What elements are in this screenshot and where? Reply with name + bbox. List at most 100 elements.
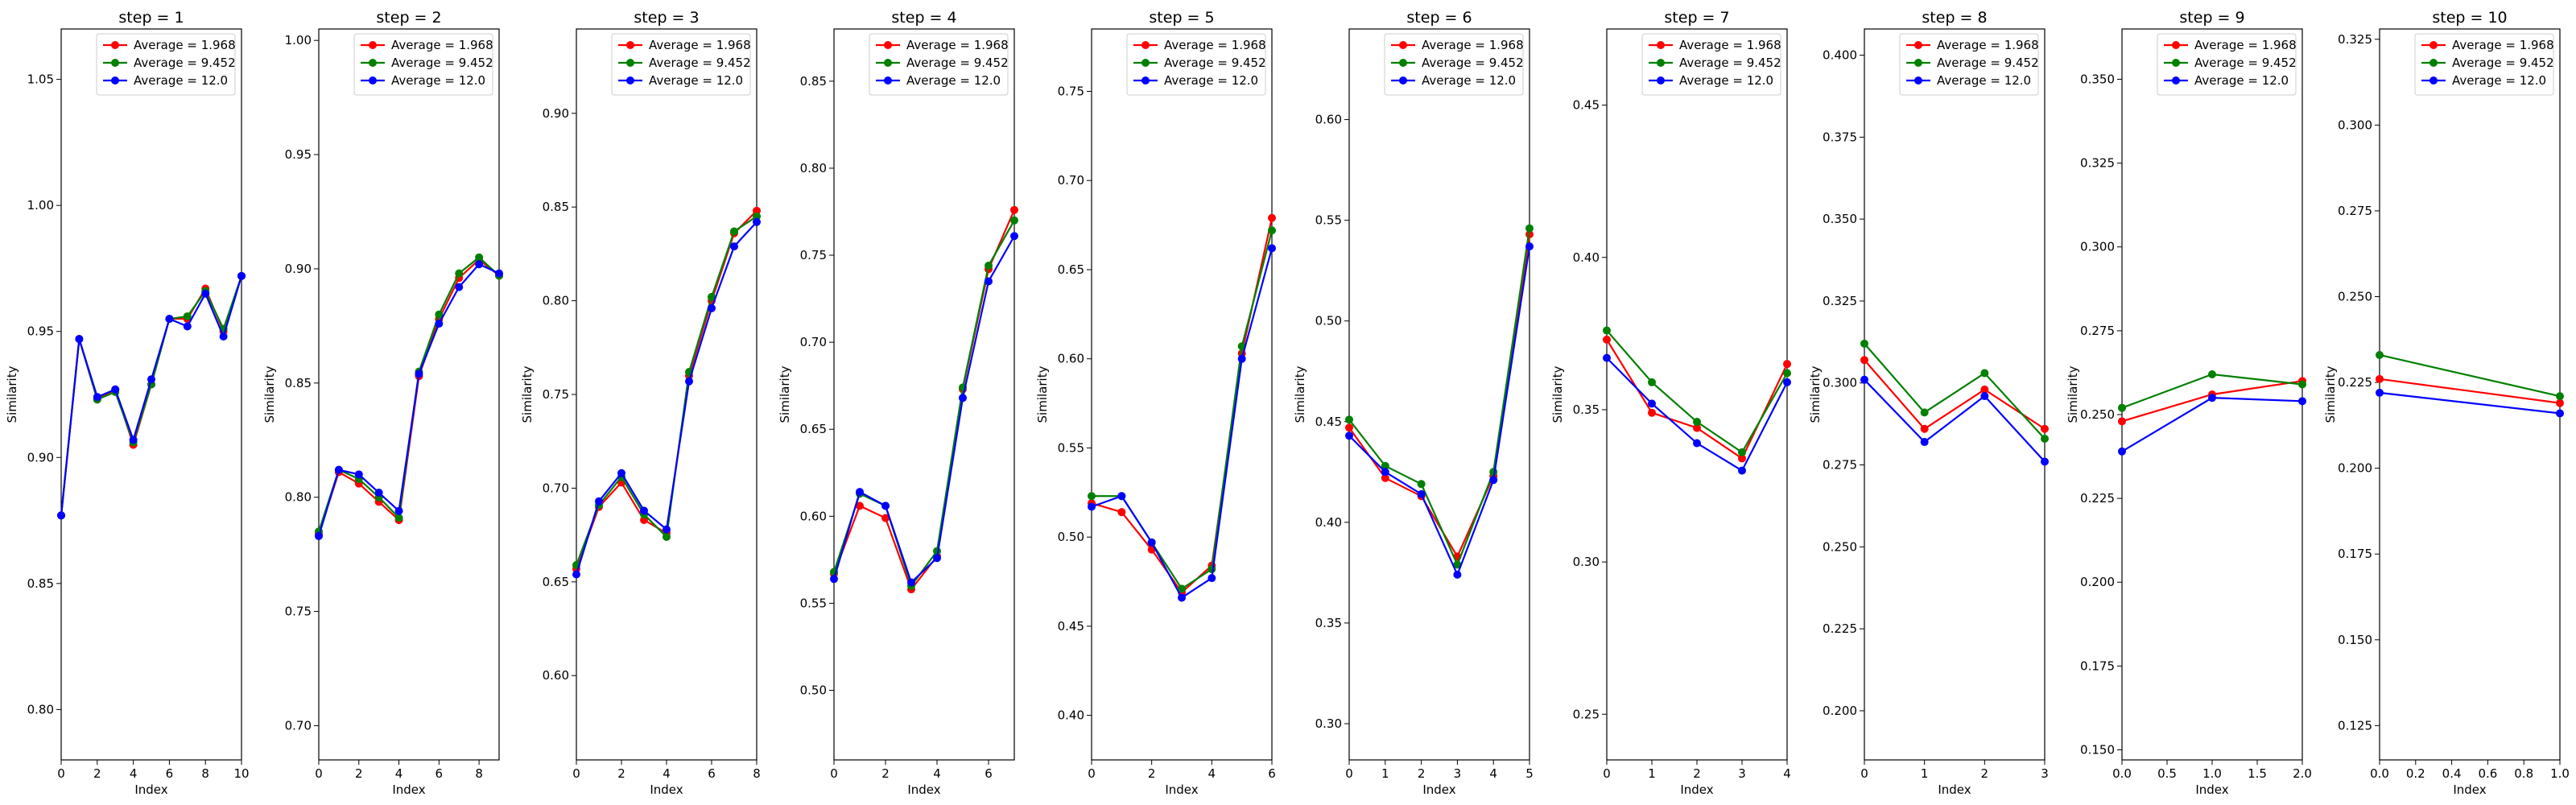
data-point-4-2-6 (1268, 244, 1276, 253)
x-tick-label-3-1: 2 (881, 766, 890, 781)
data-point-3-2-7 (1010, 232, 1018, 241)
x-tick-label-4-0: 0 (1088, 766, 1096, 781)
legend-label-5-1: Average = 9.452 (1422, 56, 1524, 70)
y-tick-label-5-5: 0.55 (1315, 213, 1342, 228)
chart-title-0: step = 1 (118, 9, 184, 27)
legend-label-0-2: Average = 12.0 (134, 73, 228, 88)
data-point-3-1-7 (1010, 216, 1018, 225)
data-point-1-2-9 (495, 269, 503, 278)
y-tick-label-2-0: 0.60 (543, 668, 569, 683)
y-tick-label-6-0: 0.25 (1573, 707, 1600, 721)
legend-label-9-0: Average = 1.968 (2452, 38, 2554, 52)
chart-title-9: step = 10 (2432, 9, 2507, 27)
series-line-3-2 (832, 235, 1015, 584)
x-tick-label-6-0: 0 (1603, 766, 1611, 781)
data-point-3-0-1 (856, 502, 864, 510)
x-tick-label-1-1: 2 (355, 766, 363, 781)
data-point-0-2-0 (57, 511, 65, 520)
legend-marker-5-2 (1399, 76, 1407, 85)
data-point-2-2-3 (640, 506, 648, 515)
data-point-1-2-1 (334, 465, 343, 474)
y-tick-label-3-2: 0.60 (800, 509, 827, 523)
legend-marker-3-2 (884, 76, 892, 85)
legend-label-8-1: Average = 9.452 (2194, 56, 2297, 70)
data-point-7-0-1 (1920, 424, 1929, 433)
data-point-2-2-0 (572, 570, 580, 579)
data-point-5-0-1 (1381, 473, 1389, 482)
legend-box-6 (1641, 33, 1781, 96)
data-point-2-1-4 (663, 532, 671, 541)
legend-label-6-0: Average = 1.968 (1679, 38, 1781, 52)
y-tick-label-2-6: 0.90 (543, 106, 569, 121)
data-point-7-1-1 (1920, 408, 1929, 417)
legend-marker-6-0 (1657, 41, 1665, 49)
data-point-6-2-1 (1648, 399, 1656, 408)
y-tick-label-9-3: 0.200 (2338, 461, 2372, 476)
data-point-0-2-10 (237, 271, 246, 280)
axes-frame-7 (1864, 28, 2046, 761)
data-point-6-0-4 (1783, 360, 1791, 369)
y-tick-label-0-5: 1.05 (27, 72, 54, 87)
data-point-9-0-0 (2376, 374, 2384, 383)
y-tick-label-3-4: 0.70 (800, 335, 827, 349)
data-point-1-1-6 (435, 310, 444, 319)
y-tick-label-3-0: 0.50 (800, 683, 827, 698)
data-point-7-1-0 (1860, 339, 1868, 348)
x-axis-label-9: Index (2453, 782, 2486, 797)
data-point-5-0-0 (1345, 423, 1353, 432)
data-point-1-2-6 (435, 320, 444, 328)
data-point-2-2-4 (663, 525, 671, 534)
x-tick-label-9-4: 0.8 (2514, 766, 2533, 781)
chart-title-3: step = 4 (891, 9, 956, 27)
data-point-7-2-1 (1920, 438, 1929, 447)
series-line-7-2 (1864, 378, 2046, 463)
data-point-8-0-0 (2118, 417, 2126, 426)
data-point-4-0-1 (1117, 508, 1126, 517)
legend-box-9 (2414, 33, 2554, 96)
data-point-2-0-8 (753, 206, 761, 215)
legend-label-7-0: Average = 1.968 (1937, 38, 2039, 52)
x-tick-label-1-4: 8 (475, 766, 483, 781)
axes-frame-9 (2379, 28, 2561, 761)
y-tick-label-7-1: 0.225 (1823, 621, 1857, 636)
y-tick-label-6-3: 0.40 (1573, 250, 1600, 265)
x-tick-label-8-2: 1.0 (2202, 766, 2222, 781)
data-point-1-2-2 (354, 470, 363, 479)
data-point-4-2-1 (1117, 492, 1126, 501)
y-tick-label-5-4: 0.50 (1315, 314, 1342, 328)
y-tick-label-1-0: 0.70 (285, 718, 312, 733)
x-tick-label-9-1: 0.2 (2406, 766, 2425, 781)
y-axis-label-9: Similarity (2323, 365, 2338, 423)
legend-box-5 (1384, 33, 1524, 96)
legend-label-0-1: Average = 9.452 (134, 56, 236, 70)
y-tick-label-9-8: 0.325 (2338, 32, 2372, 47)
legend-marker-9-0 (2429, 41, 2438, 49)
y-tick-label-9-5: 0.250 (2338, 290, 2372, 304)
data-point-8-1-0 (2118, 403, 2126, 412)
data-point-6-2-3 (1738, 466, 1746, 475)
data-point-5-2-5 (1525, 242, 1534, 251)
data-point-1-2-0 (315, 531, 323, 540)
legend-label-6-1: Average = 9.452 (1679, 56, 1781, 70)
y-tick-label-4-1: 0.45 (1058, 619, 1084, 634)
x-axis-label-8: Index (2195, 782, 2228, 797)
y-tick-label-0-1: 0.85 (27, 576, 54, 591)
data-point-1-2-5 (415, 369, 423, 378)
y-tick-label-8-6: 0.300 (2080, 240, 2115, 254)
x-axis-label-3: Index (907, 782, 940, 797)
legend-label-4-2: Average = 12.0 (1164, 73, 1258, 88)
data-point-0-2-7 (183, 322, 192, 331)
data-point-4-2-3 (1178, 593, 1186, 602)
data-point-6-2-0 (1603, 353, 1611, 362)
y-tick-label-1-4: 0.90 (285, 262, 312, 276)
data-point-0-2-1 (75, 335, 84, 344)
legend-box-2 (611, 33, 751, 96)
legend-marker-9-2 (2429, 76, 2438, 85)
legend-label-3-2: Average = 12.0 (906, 73, 1001, 88)
y-tick-label-1-1: 0.75 (285, 605, 312, 619)
legend-label-7-2: Average = 12.0 (1937, 73, 2031, 88)
legend-box-1 (353, 33, 493, 96)
legend-marker-0-0 (111, 41, 119, 49)
x-axis-label-4: Index (1165, 782, 1198, 797)
x-tick-label-7-2: 2 (1981, 766, 1989, 781)
